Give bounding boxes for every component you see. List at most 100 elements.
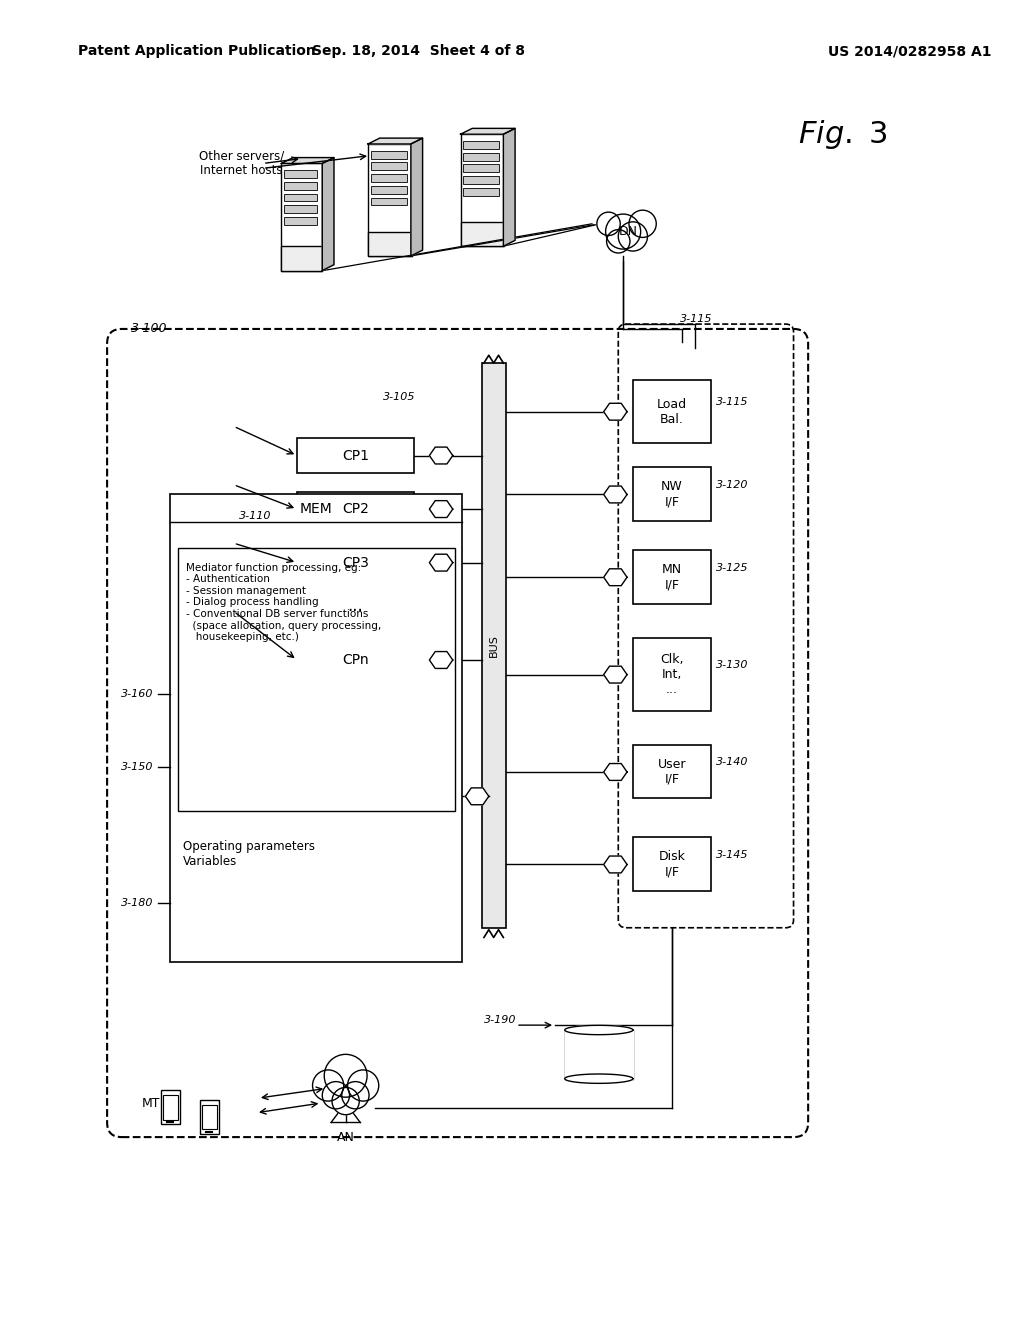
Circle shape: [629, 210, 656, 238]
Text: DN: DN: [618, 226, 638, 238]
Text: MT: MT: [141, 1097, 160, 1110]
FancyBboxPatch shape: [297, 643, 414, 677]
Text: BUS: BUS: [488, 634, 499, 657]
Text: MN
I/F: MN I/F: [662, 564, 682, 591]
Polygon shape: [504, 128, 515, 247]
Polygon shape: [604, 763, 627, 780]
Text: NW
I/F: NW I/F: [660, 480, 683, 508]
FancyBboxPatch shape: [371, 186, 407, 194]
Text: 3-105: 3-105: [383, 392, 415, 403]
Text: ...: ...: [347, 598, 364, 615]
Text: 3-120: 3-120: [716, 479, 749, 490]
FancyBboxPatch shape: [202, 1105, 217, 1130]
Polygon shape: [466, 788, 488, 805]
Text: $\it{Fig.}$ $\it{3}$: $\it{Fig.}$ $\it{3}$: [799, 117, 888, 150]
FancyBboxPatch shape: [285, 182, 317, 190]
Text: US 2014/0282958 A1: US 2014/0282958 A1: [827, 45, 991, 58]
Polygon shape: [565, 1026, 633, 1035]
Text: MEM: MEM: [300, 502, 333, 516]
FancyBboxPatch shape: [464, 165, 500, 172]
FancyBboxPatch shape: [371, 162, 407, 170]
FancyBboxPatch shape: [178, 548, 455, 810]
Polygon shape: [429, 500, 453, 517]
Text: 3-115: 3-115: [680, 314, 712, 325]
Polygon shape: [323, 157, 334, 271]
Polygon shape: [564, 1030, 633, 1078]
FancyBboxPatch shape: [371, 198, 407, 206]
Circle shape: [618, 222, 647, 251]
FancyBboxPatch shape: [163, 1096, 178, 1119]
Text: Load
Bal.: Load Bal.: [656, 397, 687, 426]
FancyBboxPatch shape: [633, 744, 711, 799]
FancyBboxPatch shape: [633, 467, 711, 521]
FancyBboxPatch shape: [170, 495, 463, 962]
Circle shape: [605, 214, 641, 249]
Polygon shape: [411, 139, 423, 256]
Circle shape: [606, 230, 630, 253]
Polygon shape: [604, 667, 627, 682]
FancyBboxPatch shape: [464, 187, 500, 195]
FancyBboxPatch shape: [633, 380, 711, 444]
FancyBboxPatch shape: [464, 176, 500, 183]
Circle shape: [597, 213, 621, 235]
FancyBboxPatch shape: [285, 170, 317, 178]
FancyBboxPatch shape: [633, 638, 711, 710]
Text: 3-190: 3-190: [483, 1015, 516, 1026]
FancyBboxPatch shape: [633, 837, 711, 891]
Circle shape: [332, 1088, 359, 1114]
Text: Disk
I/F: Disk I/F: [658, 850, 685, 879]
Text: CP3: CP3: [342, 556, 369, 570]
Text: CP1: CP1: [342, 449, 369, 462]
Polygon shape: [461, 128, 515, 135]
FancyBboxPatch shape: [297, 491, 414, 527]
FancyBboxPatch shape: [371, 174, 407, 182]
Polygon shape: [564, 1078, 633, 1084]
Text: 3-100: 3-100: [131, 322, 168, 335]
Polygon shape: [282, 157, 334, 164]
FancyBboxPatch shape: [464, 153, 500, 161]
Text: 3-140: 3-140: [716, 758, 749, 767]
FancyBboxPatch shape: [461, 135, 505, 247]
Text: 3-150: 3-150: [121, 762, 154, 772]
Text: 3-180: 3-180: [121, 899, 154, 908]
Circle shape: [323, 1081, 349, 1109]
Polygon shape: [429, 652, 453, 668]
FancyBboxPatch shape: [297, 438, 414, 473]
FancyBboxPatch shape: [200, 1100, 219, 1134]
Text: CP2: CP2: [342, 502, 369, 516]
Circle shape: [325, 1055, 367, 1097]
Text: Other servers/
Internet hosts: Other servers/ Internet hosts: [199, 149, 284, 177]
Text: AN: AN: [337, 1131, 354, 1143]
FancyBboxPatch shape: [161, 1090, 180, 1125]
Text: Mediator function processing, eg:
- Authentication
- Session management
- Dialog: Mediator function processing, eg: - Auth…: [186, 562, 381, 643]
Text: CPn: CPn: [342, 653, 369, 667]
FancyBboxPatch shape: [282, 164, 323, 271]
Text: 3-160: 3-160: [121, 689, 154, 700]
Circle shape: [347, 1071, 379, 1101]
Text: 3-130: 3-130: [716, 660, 749, 669]
Polygon shape: [604, 569, 627, 586]
Text: 3-115: 3-115: [716, 397, 749, 407]
FancyBboxPatch shape: [464, 141, 500, 149]
Polygon shape: [429, 554, 453, 572]
FancyBboxPatch shape: [368, 144, 412, 256]
Polygon shape: [368, 139, 423, 144]
Circle shape: [342, 1081, 369, 1109]
Text: 3-145: 3-145: [716, 850, 749, 859]
Polygon shape: [604, 404, 627, 420]
FancyBboxPatch shape: [285, 194, 317, 202]
FancyBboxPatch shape: [371, 150, 407, 158]
Polygon shape: [429, 447, 453, 463]
Circle shape: [312, 1071, 344, 1101]
Text: 3-125: 3-125: [716, 562, 749, 573]
Text: Patent Application Publication: Patent Application Publication: [78, 45, 315, 58]
FancyBboxPatch shape: [633, 550, 711, 603]
FancyBboxPatch shape: [297, 545, 414, 581]
Polygon shape: [604, 857, 627, 873]
FancyBboxPatch shape: [285, 216, 317, 224]
FancyBboxPatch shape: [282, 247, 323, 271]
Text: 3-110: 3-110: [239, 511, 271, 521]
Text: Clk,
Int,
...: Clk, Int, ...: [660, 653, 684, 696]
FancyBboxPatch shape: [285, 206, 317, 213]
FancyBboxPatch shape: [368, 231, 412, 256]
